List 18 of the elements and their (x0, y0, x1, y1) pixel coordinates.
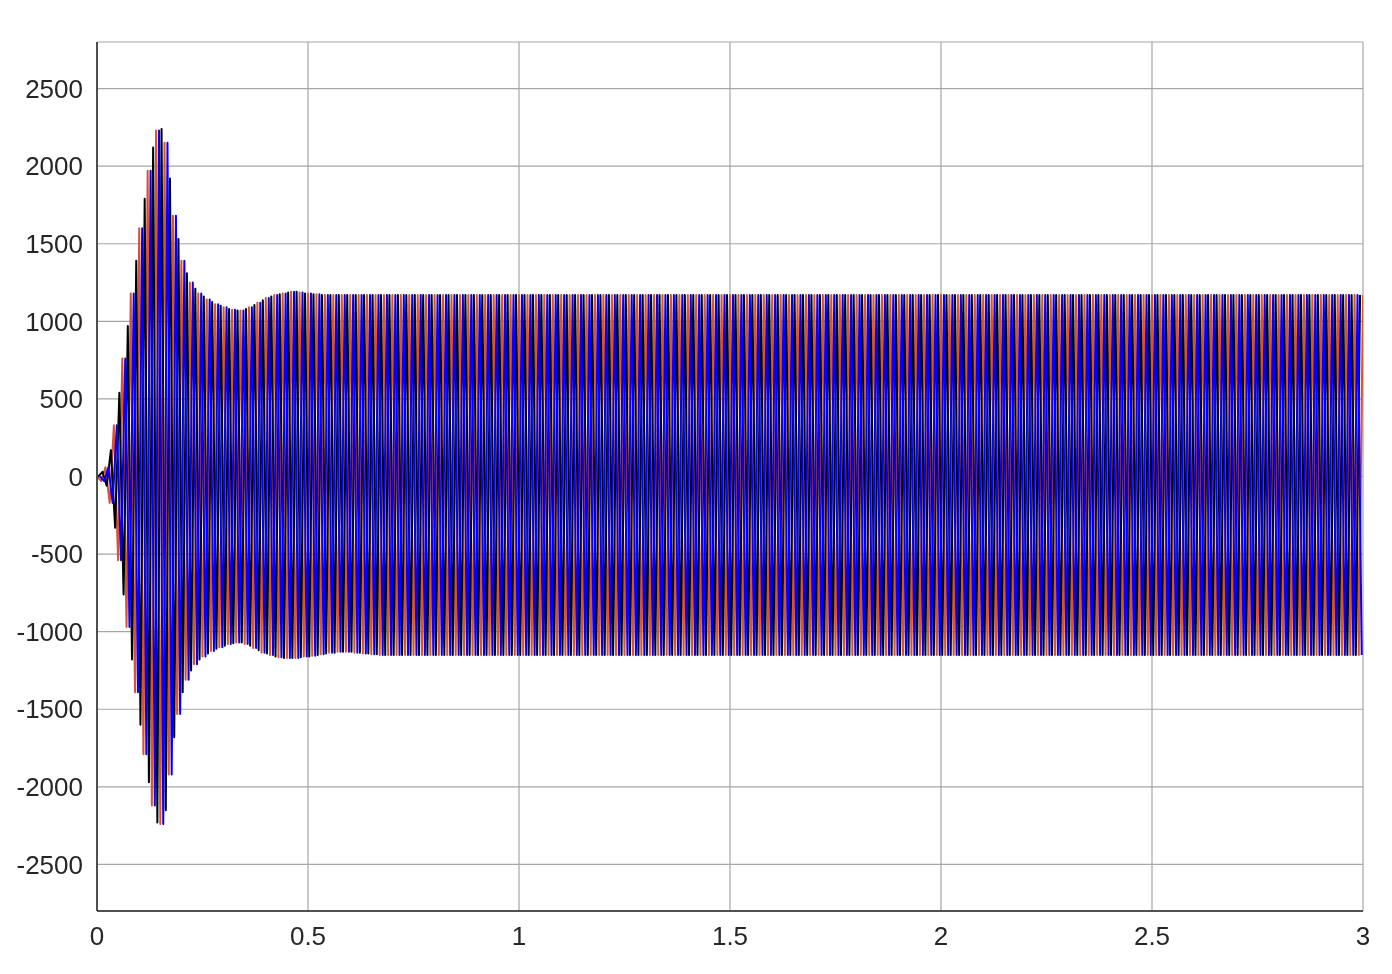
y-tick-label: -500 (30, 539, 83, 570)
x-tick-label: 0 (89, 921, 105, 952)
x-tick-label: 1 (511, 921, 527, 952)
y-tick-label: 500 (39, 384, 83, 415)
y-tick-label: -2500 (16, 849, 83, 880)
y-tick-label: -1500 (16, 694, 83, 725)
y-tick-label: 2500 (25, 73, 83, 104)
x-tick-label: 3 (1355, 921, 1371, 952)
x-tick-label: 0.5 (289, 921, 327, 952)
y-tick-label: 0 (68, 461, 83, 492)
y-tick-label: -2000 (16, 772, 83, 803)
y-tick-label: 2000 (25, 151, 83, 182)
y-tick-label: -1000 (16, 616, 83, 647)
x-tick-label: 2.5 (1133, 921, 1171, 952)
y-tick-label: 1000 (25, 306, 83, 337)
y-tick-label: 1500 (25, 228, 83, 259)
x-tick-label: 1.5 (711, 921, 749, 952)
x-tick-label: 2 (933, 921, 949, 952)
